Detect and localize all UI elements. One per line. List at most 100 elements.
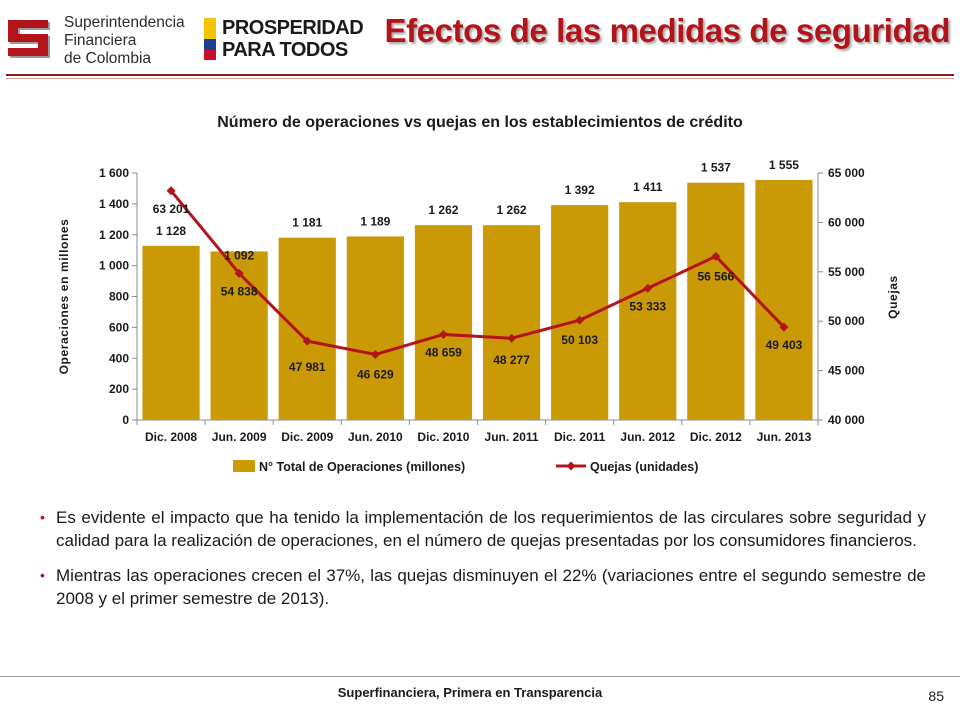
x-tick-label: Jun. 2010 (348, 430, 403, 444)
y-tick-label-left: 1 200 (99, 228, 129, 242)
bullet-list: • Es evidente el impacto que ha tenido l… (40, 506, 926, 622)
legend-label-bars: N° Total de Operaciones (millones) (259, 460, 465, 474)
bar-data-label: 1 411 (633, 180, 663, 194)
line-data-label: 56 566 (697, 269, 734, 283)
y-tick-label-left: 0 (122, 413, 129, 427)
legend-label-line: Quejas (unidades) (590, 460, 698, 474)
line-data-label: 48 659 (425, 345, 462, 359)
x-tick-label: Dic. 2011 (554, 430, 606, 444)
y-tick-label-left: 600 (109, 320, 129, 334)
bar-data-label: 1 262 (428, 203, 458, 217)
x-tick-label: Dic. 2009 (281, 430, 333, 444)
y-tick-label-left: 800 (109, 290, 129, 304)
y-tick-label-left: 400 (109, 351, 129, 365)
y-axis-title-left: Operaciones en millones (57, 219, 71, 375)
y-tick-label-left: 1 000 (99, 259, 129, 273)
bullet-text: Es evidente el impacto que ha tenido la … (56, 508, 926, 550)
line-point (507, 333, 517, 343)
x-tick-label: Dic. 2012 (690, 430, 742, 444)
y-tick-label-right: 55 000 (828, 265, 865, 279)
legend-swatch-bars (233, 460, 255, 472)
line-series (166, 186, 789, 360)
line-data-label: 63 201 (153, 202, 190, 216)
x-tick-label: Jun. 2013 (757, 430, 812, 444)
bar-data-label: 1 262 (497, 203, 527, 217)
colombia-flag-icon (204, 18, 216, 60)
line-point (166, 186, 176, 196)
bar (278, 237, 336, 420)
superintendencia-mark-icon (8, 20, 50, 58)
line-point (370, 350, 380, 360)
bar-data-label: 1 092 (224, 248, 254, 262)
bar (142, 245, 200, 420)
bar-data-label: 1 537 (701, 161, 731, 175)
bar (687, 182, 745, 420)
legend-swatch-marker (566, 461, 576, 471)
y-tick-label-right: 40 000 (828, 413, 865, 427)
bar (210, 251, 268, 420)
x-tick-label: Dic. 2008 (145, 430, 197, 444)
y-tick-label-right: 45 000 (828, 364, 865, 378)
line-path (169, 189, 786, 357)
bullet-item: • Mientras las operaciones crecen el 37%… (40, 564, 926, 610)
bar (755, 179, 813, 420)
prosperidad-logo: PROSPERIDAD PARA TODOS (200, 14, 364, 64)
y-tick-label-right: 60 000 (828, 215, 865, 229)
line-point (711, 251, 721, 261)
title-divider (6, 74, 954, 76)
org-name-line3: de Colombia (64, 50, 152, 67)
bar-series (142, 179, 813, 420)
y-tick-label-left: 1 400 (99, 197, 129, 211)
x-tick-label: Jun. 2012 (620, 430, 675, 444)
x-tick-label: Jun. 2011 (485, 430, 539, 444)
x-tick-label: Dic. 2010 (417, 430, 469, 444)
plot-axes: 0 200 400 600 800 1 000 1 200 1 400 1 600 40 000 4… (57, 166, 900, 444)
prosperidad-text: PROSPERIDAD PARA TODOS (222, 17, 364, 61)
line-point (643, 283, 653, 293)
bar-data-label: 1 189 (360, 214, 390, 228)
line-data-label: 48 277 (493, 353, 530, 367)
footer-divider (0, 676, 960, 677)
line-point (575, 315, 585, 325)
y-tick-label-left: 1 600 (99, 166, 129, 180)
line-point (302, 336, 312, 346)
bar-data-label: 1 555 (769, 158, 799, 172)
x-tick-label: Jun. 2009 (212, 430, 267, 444)
line-data-label: 49 403 (766, 338, 803, 352)
slide-title: Efectos de las medidas de seguridad (384, 12, 950, 49)
slide-header: Superintendencia Financiera de Colombia … (0, 0, 960, 80)
footer-text: Superfinanciera, Primera en Transparenci… (337, 685, 603, 700)
line-data-label: 46 629 (357, 368, 394, 382)
bar (619, 202, 677, 420)
superintendencia-logo: Superintendencia Financiera de Colombia (6, 8, 196, 68)
page-number: 85 (928, 688, 944, 704)
prosperidad-line2: PARA TODOS (222, 39, 348, 61)
bullet-item: • Es evidente el impacto que ha tenido l… (40, 506, 926, 552)
line-point (438, 329, 448, 339)
bar-data-label: 1 128 (156, 224, 186, 238)
line-data-label: 50 103 (561, 333, 598, 347)
line-data-label: 54 838 (221, 284, 258, 298)
bar (346, 236, 404, 420)
org-name-line1: Superintendencia (64, 14, 185, 31)
y-tick-label-right: 50 000 (828, 314, 865, 328)
y-axis-title-right: Quejas (886, 275, 900, 319)
org-name-line2: Financiera (64, 32, 137, 49)
prosperidad-line1: PROSPERIDAD (222, 17, 364, 39)
line-data-label: 53 333 (629, 299, 666, 313)
bar-data-label: 1 392 (565, 183, 595, 197)
bullet-text: Mientras las operaciones crecen el 37%, … (56, 566, 926, 608)
chart-title: Número de operaciones vs quejas en los e… (217, 114, 743, 131)
line-point (234, 268, 244, 278)
title-divider-secondary (6, 78, 954, 79)
bar (414, 225, 473, 420)
bar (482, 225, 541, 420)
y-tick-label-right: 65 000 (828, 166, 865, 180)
line-data-label: 47 981 (289, 360, 326, 374)
chart-legend: N° Total de Operaciones (millones) Quejas… (233, 460, 698, 474)
org-name: Superintendencia Financiera de Colombia (64, 14, 185, 68)
bar-data-label: 1 181 (292, 216, 322, 230)
data-labels: 1 128 1 092 1 181 1 189 1 262 1 262 1 392 1 411… (153, 158, 803, 382)
y-tick-label-left: 200 (109, 382, 129, 396)
